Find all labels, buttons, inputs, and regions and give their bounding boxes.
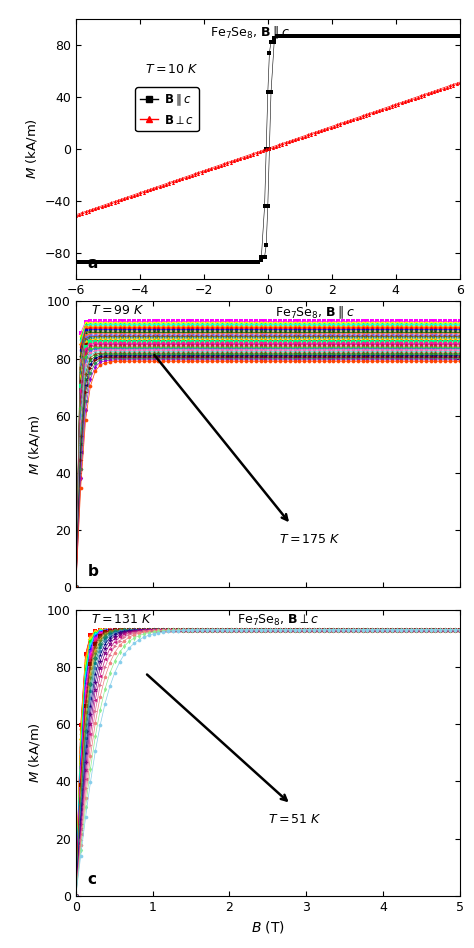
Text: b: b [87,564,98,579]
X-axis label: $B$ (T): $B$ (T) [251,302,285,319]
Text: $T = 10$ K: $T = 10$ K [145,64,199,76]
Text: $T = 51$ K: $T = 51$ K [268,812,322,826]
Y-axis label: $M$ (kA/m): $M$ (kA/m) [27,414,42,475]
X-axis label: $B$ (T): $B$ (T) [251,920,285,936]
Text: Fe$_7$Se$_8$, $\mathbf{B} \parallel c$: Fe$_7$Se$_8$, $\mathbf{B} \parallel c$ [210,24,290,41]
Text: a: a [87,256,98,271]
Text: $T = 131$ K: $T = 131$ K [91,612,153,626]
Text: Fe$_7$Se$_8$, $\mathbf{B} \parallel c$: Fe$_7$Se$_8$, $\mathbf{B} \parallel c$ [275,304,356,320]
Y-axis label: $M$ (kA/m): $M$ (kA/m) [27,722,42,783]
Y-axis label: $M$ (kA/m): $M$ (kA/m) [24,118,39,179]
Text: Fe$_7$Se$_8$, $\mathbf{B} \perp c$: Fe$_7$Se$_8$, $\mathbf{B} \perp c$ [237,612,319,628]
Legend: $\mathbf{B} \parallel c$, $\mathbf{B} \perp c$: $\mathbf{B} \parallel c$, $\mathbf{B} \p… [136,87,199,131]
Text: c: c [87,872,96,887]
Text: $T = 99$ K: $T = 99$ K [91,304,145,318]
Text: $T = 175$ K: $T = 175$ K [279,533,341,546]
